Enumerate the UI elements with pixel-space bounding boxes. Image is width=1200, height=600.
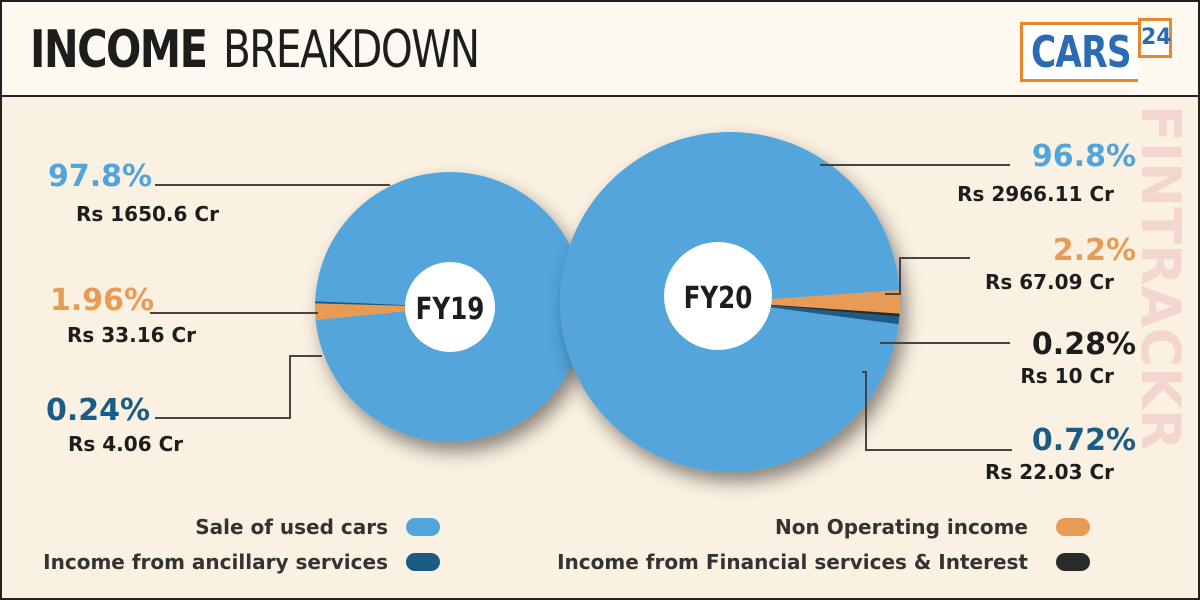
fy20-center-hub [664,242,772,350]
legend-label: Income from ancillary services [43,550,388,574]
fy20-nonop-amount: Rs 67.09 Cr [984,270,1114,294]
fy20-slice-1 [730,290,901,314]
fy19-ancillary-amount: Rs 4.06 Cr [68,432,184,456]
fy19-center-hub [405,262,495,352]
legend-item-financial: Income from Financial services & Interes… [557,549,1090,575]
leader-line-5 [885,257,970,295]
fy20-sale-amount: Rs 2966.11 Cr [957,182,1114,206]
logo-box: CARS [1020,22,1138,82]
leader-line-7 [862,371,1012,451]
title-light-word: BREAKDOWN [222,20,480,80]
leader-lines [150,164,1012,451]
fy19-sale-percent: 97.8% [48,159,153,194]
fy20-financial-percent: 0.28% [1031,327,1136,362]
legend-item-ancillary: Income from ancillary services [40,549,440,575]
fy19-center-label: FY19 [416,293,485,327]
fy20-slice-2 [730,302,900,317]
cars24-logo: CARS 24 [1020,18,1172,86]
legend-swatch [1056,518,1090,536]
legend-label: Income from Financial services & Interes… [557,550,1028,574]
fy20-center-label: FY20 [684,282,753,316]
fy20-nonop-percent: 2.2% [1052,233,1136,268]
watermark-text: FINTRACKR [1129,105,1182,450]
pies-group: FY19 FY20 [314,131,901,472]
legend-swatch [1056,553,1090,571]
fy20-ancillary-percent: 0.72% [1031,423,1136,458]
fy20-slice-3 [730,302,900,325]
fy20-ancillary-amount: Rs 22.03 Cr [984,460,1114,484]
fy19-sale-amount: Rs 1650.6 Cr [76,202,219,226]
fintrackr-watermark: FINTRACKR [1129,105,1182,450]
page-title: INCOME BREAKDOWN [30,20,550,80]
header-bar: INCOME BREAKDOWN CARS 24 [2,2,1198,97]
legend-label: Sale of used cars [195,515,388,539]
fy19-ancillary-percent: 0.24% [46,393,151,428]
legend-item-sale: Sale of used cars [150,514,440,540]
fy20-sale-percent: 96.8% [1031,139,1136,174]
title-bold-word: INCOME [30,20,208,80]
fy19-nonop-percent: 1.96% [50,283,155,318]
legend-item-nonop: Non Operating income [690,514,1090,540]
legend-label: Non Operating income [775,515,1028,539]
leader-line-3 [155,355,322,419]
fy19-nonop-amount: Rs 33.16 Cr [67,323,197,347]
fy20-financial-amount: Rs 10 Cr [1020,364,1114,388]
legend-swatch [406,553,440,571]
logo-number: 24 [1138,18,1172,58]
logo-text: CARS [1031,27,1132,78]
legend-swatch [406,518,440,536]
